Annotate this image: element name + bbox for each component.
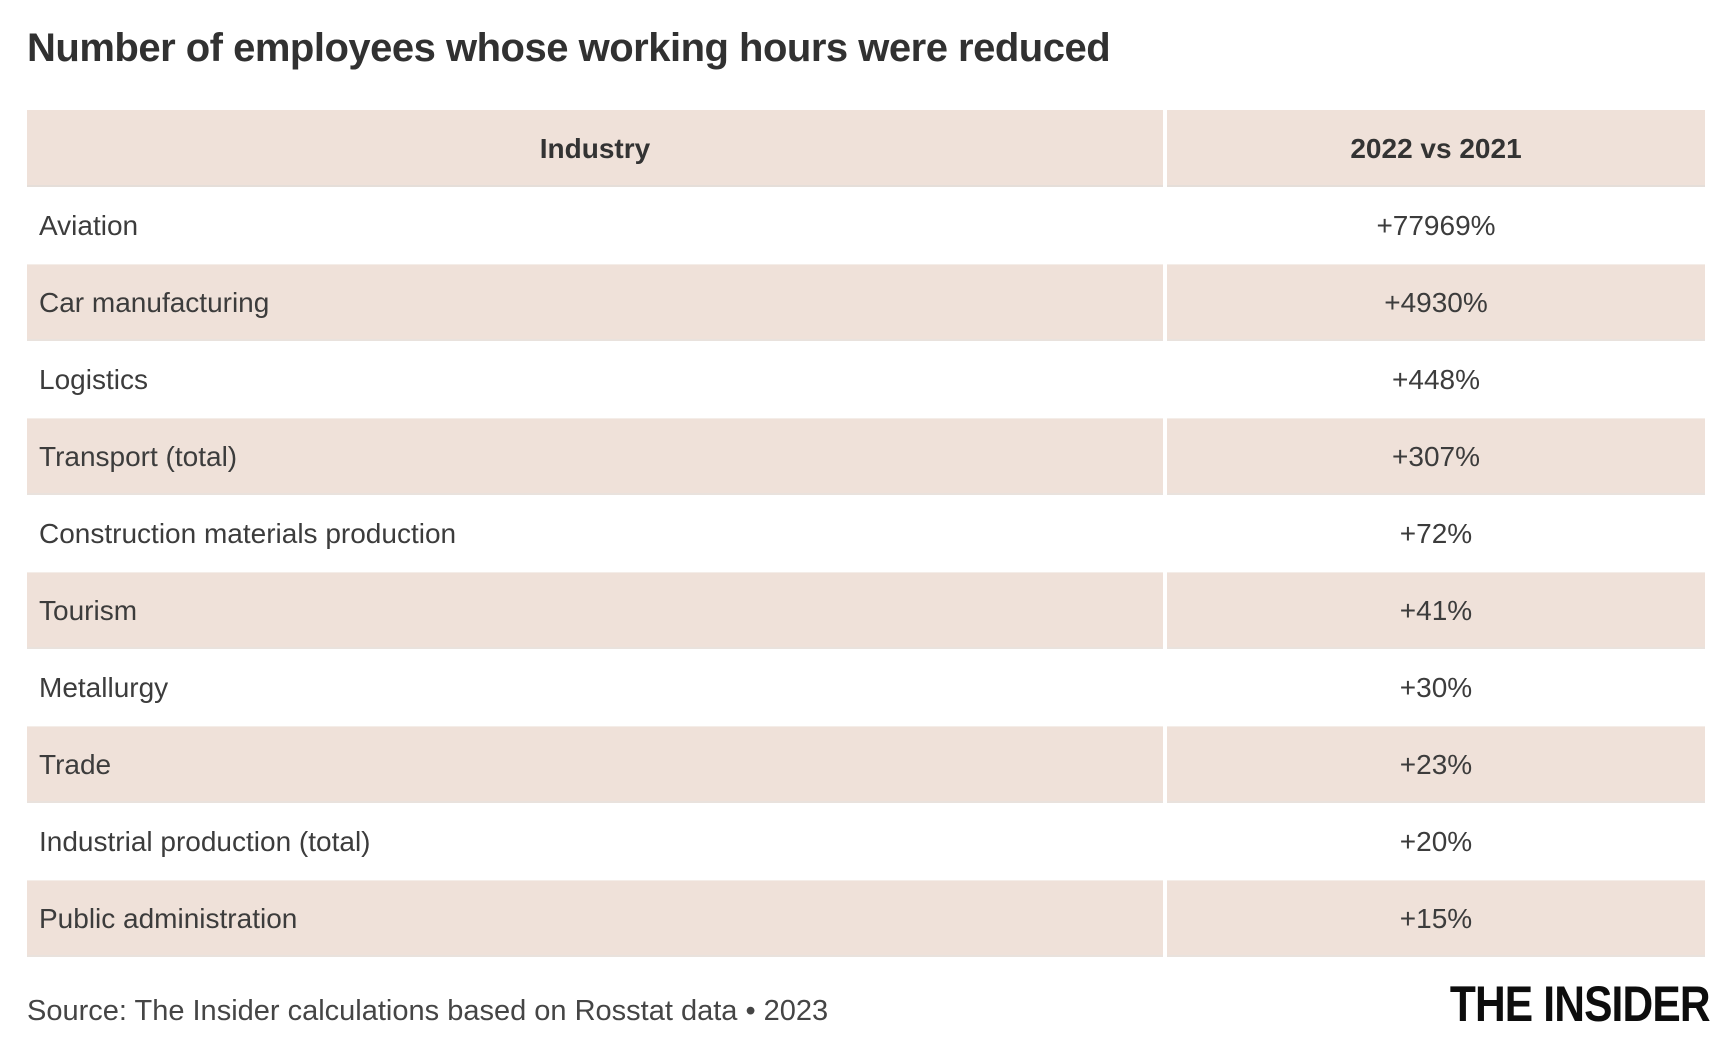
- table-row: Metallurgy +30%: [27, 649, 1705, 726]
- working-hours-table: Industry 2022 vs 2021 Aviation +77969% C…: [27, 110, 1705, 957]
- source-note: Source: The Insider calculations based o…: [27, 995, 829, 1027]
- table-row: Public administration +15%: [27, 880, 1705, 957]
- value-cell: +23%: [1163, 726, 1705, 803]
- industry-cell: Industrial production (total): [27, 803, 1165, 880]
- the-insider-logo: THE INSIDER: [1450, 976, 1711, 1032]
- table-row: Trade +23%: [27, 726, 1705, 803]
- table-row: Construction materials production +72%: [27, 495, 1705, 572]
- value-cell: +15%: [1163, 880, 1705, 957]
- industry-cell: Public administration: [27, 880, 1165, 957]
- table-row: Logistics +448%: [27, 341, 1705, 418]
- industry-cell: Construction materials production: [27, 495, 1165, 572]
- value-cell: +72%: [1163, 495, 1705, 572]
- table-row: Industrial production (total) +20%: [27, 803, 1705, 880]
- industry-cell: Metallurgy: [27, 649, 1165, 726]
- page-title: Number of employees whose working hours …: [27, 26, 1111, 70]
- industry-cell: Transport (total): [27, 418, 1165, 495]
- value-cell: +77969%: [1163, 187, 1705, 264]
- industry-cell: Aviation: [27, 187, 1165, 264]
- value-cell: +4930%: [1163, 264, 1705, 341]
- table-row: Tourism +41%: [27, 572, 1705, 649]
- value-cell: +41%: [1163, 572, 1705, 649]
- industry-cell: Tourism: [27, 572, 1165, 649]
- industry-cell: Trade: [27, 726, 1165, 803]
- table-row: Aviation +77969%: [27, 187, 1705, 264]
- column-header-2022-vs-2021: 2022 vs 2021: [1163, 110, 1705, 187]
- column-header-industry: Industry: [27, 110, 1165, 187]
- value-cell: +20%: [1163, 803, 1705, 880]
- table-header-row: Industry 2022 vs 2021: [27, 110, 1705, 187]
- value-cell: +448%: [1163, 341, 1705, 418]
- industry-cell: Logistics: [27, 341, 1165, 418]
- value-cell: +307%: [1163, 418, 1705, 495]
- industry-cell: Car manufacturing: [27, 264, 1165, 341]
- table-row: Car manufacturing +4930%: [27, 264, 1705, 341]
- table-row: Transport (total) +307%: [27, 418, 1705, 495]
- value-cell: +30%: [1163, 649, 1705, 726]
